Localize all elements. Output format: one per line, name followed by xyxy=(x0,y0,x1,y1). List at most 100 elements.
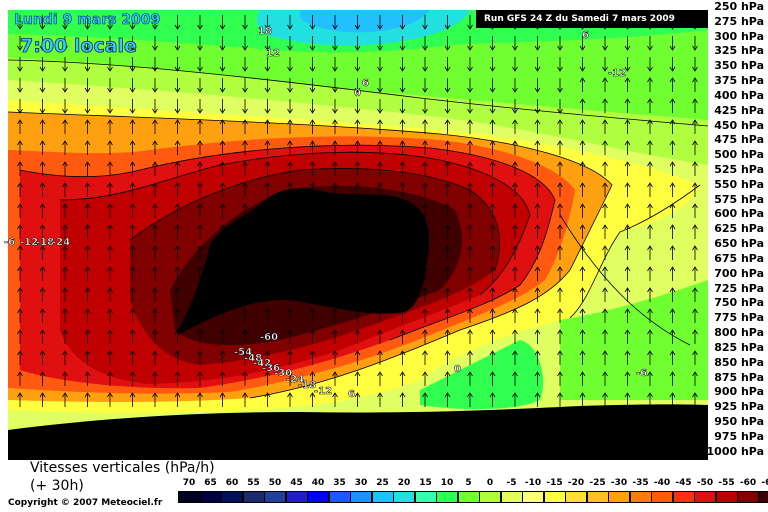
arrow-head xyxy=(309,203,316,209)
arrow-head xyxy=(467,350,473,356)
arrow-head xyxy=(512,224,518,230)
arrow-head xyxy=(399,140,406,146)
contour-label-group: 18 12 6 6 0 -12 -6 -12 -18 -24 -60 -54 -… xyxy=(4,26,648,401)
arrow-head xyxy=(534,108,541,114)
arrow-head xyxy=(512,392,518,398)
arrow-head xyxy=(219,182,226,188)
arrow-head xyxy=(309,308,316,314)
arrow-head xyxy=(422,371,428,377)
arrow-head xyxy=(422,266,428,272)
arrow-head xyxy=(129,87,136,93)
arrow-head xyxy=(624,329,631,335)
arrow-head xyxy=(467,245,473,251)
arrow-head xyxy=(579,329,586,335)
arrow-head xyxy=(624,203,631,209)
arrow-head xyxy=(197,87,203,93)
arrow-head xyxy=(602,161,608,167)
arrow-head xyxy=(264,182,271,188)
arrow-head xyxy=(422,161,428,167)
arrow-head xyxy=(197,371,203,377)
arrow-head xyxy=(219,87,226,93)
arrow-head xyxy=(309,329,316,335)
arrow-head xyxy=(62,224,68,230)
pressure-tick-label: 725 hPa xyxy=(714,281,764,295)
arrow-head xyxy=(354,308,361,314)
vertical-motion-arrows xyxy=(17,15,698,407)
contour-label: -12 xyxy=(20,237,38,248)
arrow-head xyxy=(197,203,203,209)
arrow-head xyxy=(489,182,496,188)
arrow-head xyxy=(264,45,271,51)
arrow-head xyxy=(287,24,293,30)
arrow-head xyxy=(669,308,676,314)
arrow-head xyxy=(107,87,113,93)
arrow-head xyxy=(669,182,676,188)
arrow-head xyxy=(309,287,316,293)
arrow-head xyxy=(602,245,608,251)
arrow-head xyxy=(354,371,361,377)
arrow-head xyxy=(579,203,586,209)
arrow-head xyxy=(467,308,473,314)
arrow-head xyxy=(579,161,586,167)
arrow-head xyxy=(669,66,676,72)
arrow-head xyxy=(219,161,226,167)
arrow-head xyxy=(534,161,541,167)
arrow-head xyxy=(624,77,631,83)
arrow-head xyxy=(467,24,473,30)
legend-swatch xyxy=(629,491,652,503)
arrow-head xyxy=(62,108,68,114)
arrow-head xyxy=(354,108,361,114)
arrow-head xyxy=(264,119,271,125)
legend-value: -25 xyxy=(589,478,606,488)
arrow-head xyxy=(287,108,293,114)
arrow-head xyxy=(399,266,406,272)
arrow-head xyxy=(692,203,698,209)
arrow-head xyxy=(17,203,23,209)
legend-value: -15 xyxy=(546,478,563,488)
arrow-head xyxy=(467,371,473,377)
arrow-head xyxy=(489,45,496,51)
arrow-head xyxy=(354,182,361,188)
arrow-head xyxy=(489,371,496,377)
arrow-head xyxy=(332,371,338,377)
arrow-head xyxy=(129,108,136,114)
arrow-head xyxy=(62,245,68,251)
arrow-head xyxy=(39,371,46,377)
arrow-head xyxy=(107,371,113,377)
contour-label: -36 xyxy=(262,363,280,374)
arrow-head xyxy=(692,66,698,72)
arrow-head xyxy=(129,182,136,188)
arrow-head xyxy=(287,245,293,251)
arrow-head xyxy=(467,66,473,72)
arrow-head xyxy=(354,119,361,125)
arrow-head xyxy=(692,392,698,398)
arrow-head xyxy=(174,350,181,356)
arrow-head xyxy=(624,287,631,293)
arrow-head xyxy=(354,245,361,251)
arrow-head xyxy=(467,287,473,293)
arrow-head xyxy=(39,266,46,272)
arrow-head xyxy=(264,224,271,230)
arrow-head xyxy=(84,140,91,146)
arrow-head xyxy=(309,45,316,51)
arrow-head xyxy=(354,66,361,72)
arrow-head xyxy=(354,392,361,398)
arrow-head xyxy=(647,161,653,167)
arrow-head xyxy=(422,45,428,51)
arrow-head xyxy=(647,140,653,146)
arrow-head xyxy=(647,371,653,377)
arrow-head xyxy=(647,203,653,209)
arrow-head xyxy=(557,108,563,114)
legend-swatch xyxy=(371,491,394,503)
arrow-head xyxy=(377,224,383,230)
legend-value: -60 xyxy=(739,478,757,488)
arrow-head xyxy=(174,266,181,272)
arrow-head xyxy=(512,161,518,167)
arrow-head xyxy=(579,119,586,125)
arrow-head xyxy=(39,108,46,114)
arrow-head xyxy=(107,287,113,293)
arrow-head xyxy=(377,350,383,356)
arrow-head xyxy=(309,266,316,272)
arrow-head xyxy=(62,287,68,293)
arrow-head xyxy=(174,108,181,114)
